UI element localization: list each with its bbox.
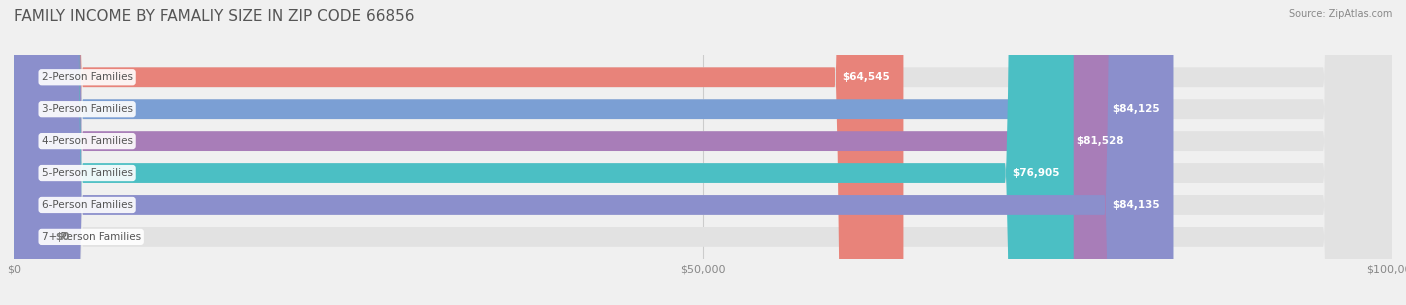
Text: $0: $0 xyxy=(55,232,70,242)
Text: $81,528: $81,528 xyxy=(1076,136,1123,146)
FancyBboxPatch shape xyxy=(14,0,1137,305)
Text: $84,135: $84,135 xyxy=(1112,200,1160,210)
FancyBboxPatch shape xyxy=(14,0,1392,305)
FancyBboxPatch shape xyxy=(14,0,1392,305)
Text: 7+ Person Families: 7+ Person Families xyxy=(42,232,141,242)
Text: 2-Person Families: 2-Person Families xyxy=(42,72,132,82)
FancyBboxPatch shape xyxy=(14,0,1174,305)
Text: FAMILY INCOME BY FAMALIY SIZE IN ZIP CODE 66856: FAMILY INCOME BY FAMALIY SIZE IN ZIP COD… xyxy=(14,9,415,24)
Text: $76,905: $76,905 xyxy=(1012,168,1060,178)
Text: $64,545: $64,545 xyxy=(842,72,890,82)
Text: Source: ZipAtlas.com: Source: ZipAtlas.com xyxy=(1288,9,1392,19)
Text: 3-Person Families: 3-Person Families xyxy=(42,104,132,114)
FancyBboxPatch shape xyxy=(14,0,1392,305)
FancyBboxPatch shape xyxy=(14,0,1074,305)
FancyBboxPatch shape xyxy=(14,0,1392,305)
Text: 6-Person Families: 6-Person Families xyxy=(42,200,132,210)
Text: 4-Person Families: 4-Person Families xyxy=(42,136,132,146)
FancyBboxPatch shape xyxy=(14,0,904,305)
Text: $84,125: $84,125 xyxy=(1112,104,1160,114)
FancyBboxPatch shape xyxy=(14,0,1392,305)
FancyBboxPatch shape xyxy=(14,0,1173,305)
FancyBboxPatch shape xyxy=(14,0,1392,305)
Text: 5-Person Families: 5-Person Families xyxy=(42,168,132,178)
